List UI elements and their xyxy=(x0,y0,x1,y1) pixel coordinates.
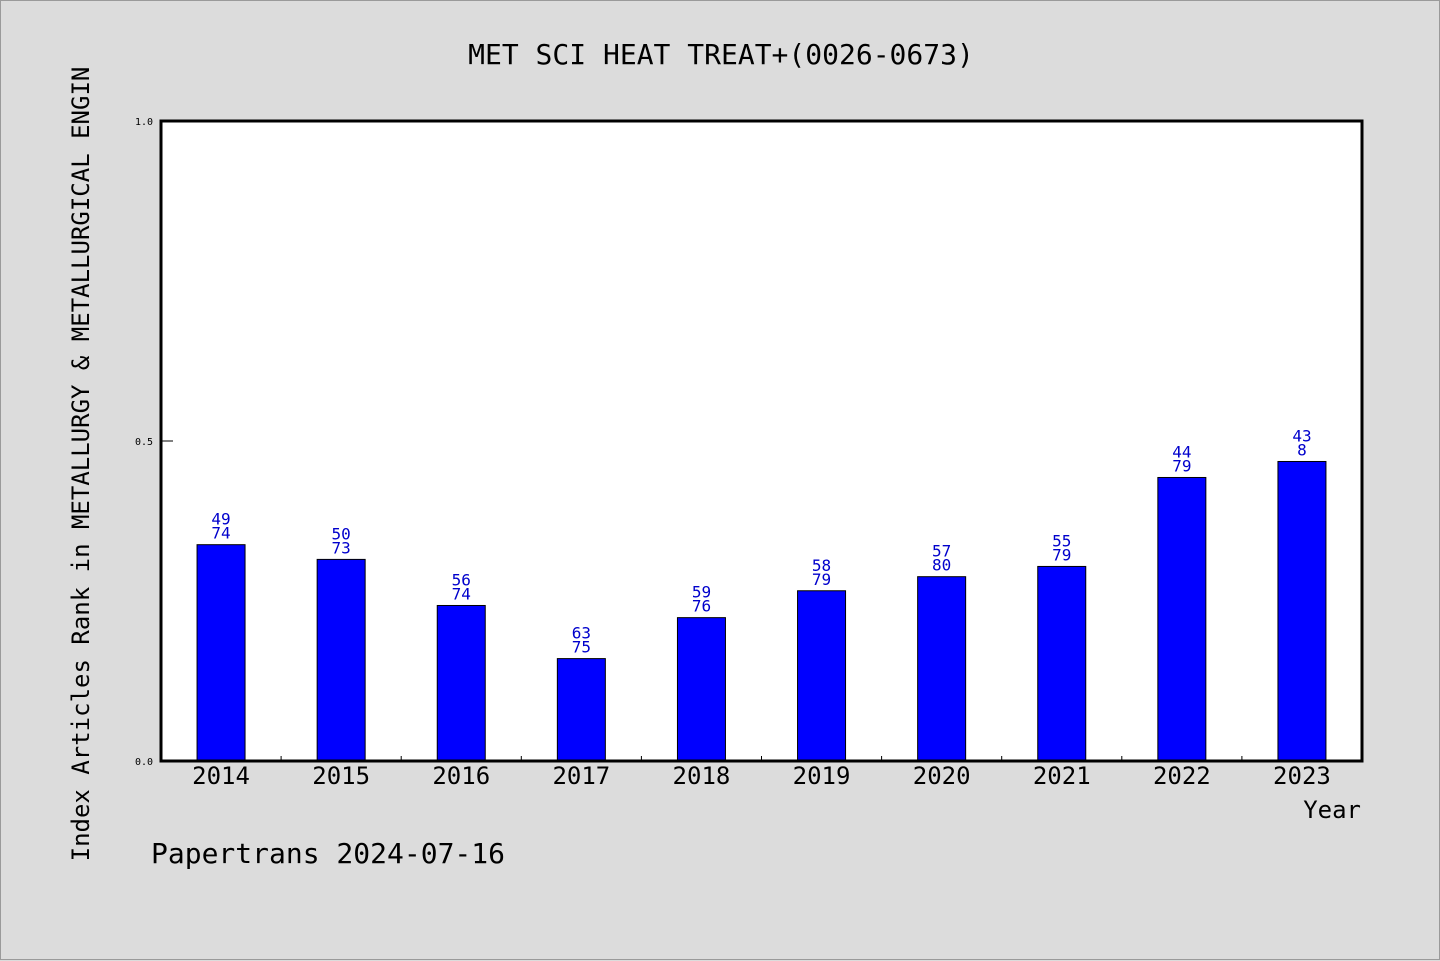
footer-text: Papertrans 2024-07-16 xyxy=(151,837,505,870)
bar-2015 xyxy=(316,558,366,762)
bar-total-label: 80 xyxy=(932,556,951,575)
bar-total-label: 74 xyxy=(211,524,230,543)
bar-total-label: 79 xyxy=(1052,545,1071,564)
bar-rank-label: 59 xyxy=(692,583,711,602)
chart-title: MET SCI HEAT TREAT+(0026-0673) xyxy=(468,38,974,71)
bar-2019 xyxy=(797,590,847,762)
bar-total-label: 76 xyxy=(692,597,711,616)
bar-rank-label: 58 xyxy=(812,556,831,575)
bar-total-label: 74 xyxy=(452,584,471,603)
x-tick-label: 2020 xyxy=(913,762,971,790)
bar-2020 xyxy=(917,576,967,762)
bar-total-label: 79 xyxy=(1172,456,1191,475)
bar-rank-label: 55 xyxy=(1052,531,1071,550)
bar-total-label: 8 xyxy=(1297,440,1307,459)
bar-rank-label: 56 xyxy=(452,570,471,589)
x-axis-title: Year xyxy=(1303,796,1361,824)
y-tick-label: 0.0 xyxy=(135,757,153,768)
bar-rank-label: 44 xyxy=(1172,442,1191,461)
bar-2014 xyxy=(196,544,246,762)
x-tick-label: 2023 xyxy=(1273,762,1331,790)
x-tick-label: 2021 xyxy=(1033,762,1091,790)
bar-rank-label: 57 xyxy=(932,542,951,561)
bar-2018 xyxy=(676,617,726,762)
bar-rank-label: 43 xyxy=(1292,426,1311,445)
x-tick-label: 2022 xyxy=(1153,762,1211,790)
x-tick-label: 2014 xyxy=(192,762,250,790)
bar-rank-label: 50 xyxy=(332,524,351,543)
bar-total-label: 73 xyxy=(332,538,351,557)
bars-group xyxy=(196,460,1327,762)
y-axis-title: Index Articles Rank in METALLURGY & META… xyxy=(67,67,95,862)
x-tick-label: 2017 xyxy=(552,762,610,790)
x-tick-label: 2019 xyxy=(793,762,851,790)
bar-2023 xyxy=(1277,460,1327,762)
x-tick-label: 2016 xyxy=(432,762,490,790)
y-tick-label: 1.0 xyxy=(135,117,153,128)
bar-total-label: 75 xyxy=(572,638,591,657)
bar-rank-label: 49 xyxy=(211,510,230,529)
y-tick-label: 0.5 xyxy=(135,437,153,448)
bar-2016 xyxy=(436,604,486,762)
x-axis: 2014 2015 2016 2017 2018 2019 2020 2021 2022 2023 xyxy=(192,756,1331,790)
x-tick-label: 2015 xyxy=(312,762,370,790)
bar-2022 xyxy=(1157,476,1207,762)
plot-border xyxy=(159,119,1364,763)
bar-2017 xyxy=(556,658,606,762)
bar-rank-label: 63 xyxy=(572,624,591,643)
bar-2021 xyxy=(1037,565,1087,762)
x-tick-label: 2018 xyxy=(673,762,731,790)
bar-total-label: 79 xyxy=(812,570,831,589)
